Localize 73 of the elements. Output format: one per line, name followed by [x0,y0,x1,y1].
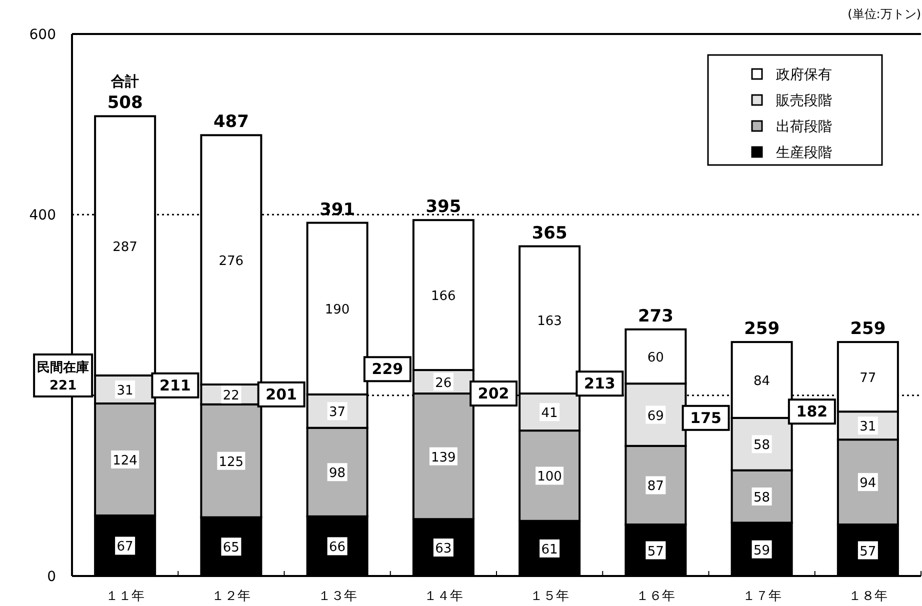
x-tick-label: １２年 [212,589,251,604]
data-label: 166 [431,289,456,304]
private-stock-label: 182 [788,398,836,425]
data-label: 87 [647,479,664,494]
total-label: 508 [107,93,143,114]
x-tick-label: １４年 [424,589,463,604]
private-stock-label: 229 [363,356,412,382]
data-label: 287 [112,240,138,255]
total-label: 259 [744,319,780,340]
data-label: 31 [116,383,134,398]
data-label: 57 [647,544,664,560]
annotation: 213 [584,374,616,393]
data-label: 139 [431,450,456,466]
private-stock-label: 211 [151,372,200,398]
text: (単位:万トン) [848,7,921,21]
x-tick-label: １３年 [318,589,357,604]
total-label: 487 [213,112,249,132]
annotation: 182 [796,402,828,421]
data-label: 67 [116,540,134,555]
data-label: 66 [329,540,346,556]
total-label: 273 [638,306,674,326]
data-label: 60 [647,350,664,366]
private-stock-label: 201 [257,381,306,408]
data-label: 124 [112,453,138,468]
annotation: 175 [690,408,722,427]
data-label: 57 [860,544,876,560]
data-label: 100 [537,470,562,485]
x-tick-label: １１年 [106,589,145,604]
legend-label: 販売段階 [776,93,832,109]
data-label: 163 [537,314,562,329]
annotation: 229 [372,360,404,378]
data-label: 59 [754,543,770,558]
y-tick-label: 400 [29,208,56,224]
x-tick-label: １６年 [636,589,676,604]
data-label: 61 [541,542,558,558]
legend-label: 政府保有 [776,67,832,83]
private-stock-label: 202 [470,380,518,407]
y-tick-label: 0 [47,569,56,585]
data-label: 41 [541,406,558,422]
data-label: 31 [860,420,876,435]
data-label: 84 [754,374,770,389]
private-stock-label: 175 [682,404,730,431]
annotation: 合計 [110,74,140,90]
data-label: 77 [860,370,876,386]
data-label: 22 [222,388,240,404]
data-label: 26 [435,376,452,391]
annotation: 221 [49,378,77,394]
legend-label: 出荷段階 [776,119,832,135]
data-label: 58 [754,438,770,454]
annotation: 211 [160,376,191,394]
data-label: 190 [324,302,350,318]
private-stock-label: 213 [576,370,624,397]
annotation: 201 [266,385,297,404]
total-label: 395 [426,197,462,218]
annotation: 202 [478,384,510,403]
x-tick-label: １８年 [848,589,888,604]
data-label: 58 [754,490,770,506]
legend-label: 生産段階 [776,145,832,161]
annotation: 民間在庫 [37,359,90,376]
y-tick-label: 600 [29,27,56,43]
total-label: 259 [850,319,886,340]
data-label: 65 [222,540,240,556]
data-label: 125 [218,454,244,470]
data-label: 63 [435,542,452,557]
x-tick-label: １７年 [742,589,782,604]
total-label: 365 [532,223,568,244]
data-label: 37 [329,405,346,420]
x-tick-label: １５年 [530,589,570,604]
private-stock-label: 民間在庫 221 [33,353,94,398]
data-label: 98 [329,466,346,482]
data-label: 94 [860,476,876,492]
data-label: 276 [218,254,244,269]
data-label: 69 [647,408,664,424]
